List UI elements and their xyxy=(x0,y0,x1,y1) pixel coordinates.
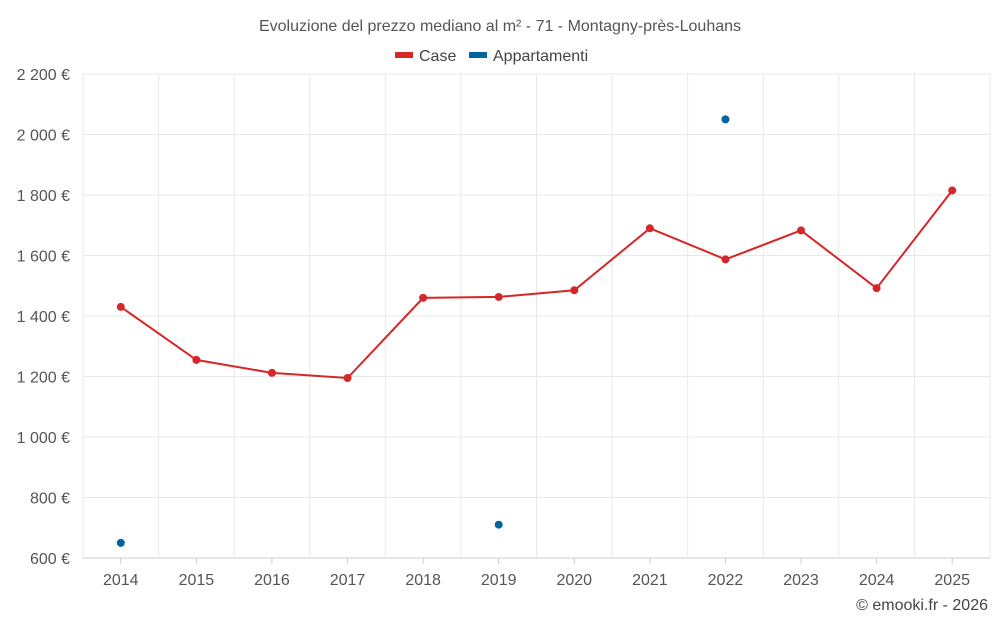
data-point-case-2020[interactable] xyxy=(570,286,579,295)
chart-title: Evoluzione del prezzo mediano al m² - 71… xyxy=(259,18,741,35)
y-tick-label: 1 400 € xyxy=(17,309,70,326)
y-tick-label: 600 € xyxy=(30,551,70,568)
data-point-case-2016[interactable] xyxy=(267,368,276,377)
data-point-case-2017[interactable] xyxy=(343,374,352,383)
data-point-appartamenti-2019[interactable] xyxy=(494,520,503,529)
credit-text: © emooki.fr - 2026 xyxy=(856,597,988,614)
data-point-case-2018[interactable] xyxy=(419,293,428,302)
data-point-case-2023[interactable] xyxy=(797,226,806,235)
x-tick-label: 2025 xyxy=(934,572,970,589)
series-line-case xyxy=(120,189,953,380)
data-point-case-2015[interactable] xyxy=(192,355,201,364)
x-tick-label: 2015 xyxy=(179,572,215,589)
y-tick-label: 1 200 € xyxy=(17,370,70,387)
y-axis-ticks: 600 € 800 € 1 000 € 1 200 € 1 400 € 1 600 € 1 … xyxy=(17,67,70,568)
y-tick-label: 2 200 € xyxy=(17,67,70,84)
x-tick-label: 2023 xyxy=(783,572,819,589)
x-tick-label: 2019 xyxy=(481,572,517,589)
data-point-appartamenti-2014[interactable] xyxy=(116,538,125,547)
data-point-case-2019[interactable] xyxy=(494,292,503,301)
y-tick-label: 1 000 € xyxy=(17,430,70,447)
x-axis-ticks: 2014 2015 2016 2017 2018 2019 2020 2021 2022 2023… xyxy=(103,572,970,589)
legend-label-appartamenti: Appartamenti xyxy=(493,48,588,65)
x-tick-label: 2020 xyxy=(556,572,592,589)
data-point-appartamenti-2022[interactable] xyxy=(721,115,730,124)
x-tick-label: 2022 xyxy=(708,572,744,589)
y-tick-label: 2 000 € xyxy=(17,128,70,145)
legend-swatch-appartamenti xyxy=(469,52,487,58)
legend-swatch-case xyxy=(395,52,413,58)
x-tick-label: 2021 xyxy=(632,572,668,589)
y-tick-label: 1 600 € xyxy=(17,249,70,266)
x-tick-label: 2014 xyxy=(103,572,139,589)
series-appartamenti xyxy=(116,115,730,547)
series-case xyxy=(116,186,957,383)
data-point-case-2014[interactable] xyxy=(116,302,125,311)
x-tick-label: 2018 xyxy=(405,572,441,589)
data-point-case-2025[interactable] xyxy=(948,186,957,195)
x-tick-label: 2024 xyxy=(859,572,895,589)
legend-label-case: Case xyxy=(419,48,456,65)
data-point-case-2022[interactable] xyxy=(721,255,730,264)
legend-item-appartamenti[interactable]: Appartamenti xyxy=(469,48,588,65)
legend: Case Appartamenti xyxy=(395,48,588,65)
y-tick-label: 1 800 € xyxy=(17,188,70,205)
series xyxy=(116,115,957,547)
data-point-case-2024[interactable] xyxy=(872,284,881,293)
x-tick-label: 2017 xyxy=(330,572,366,589)
grid xyxy=(82,73,991,564)
x-tick-label: 2016 xyxy=(254,572,290,589)
y-tick-label: 800 € xyxy=(30,491,70,508)
data-point-case-2021[interactable] xyxy=(645,224,654,233)
legend-item-case[interactable]: Case xyxy=(395,48,456,65)
